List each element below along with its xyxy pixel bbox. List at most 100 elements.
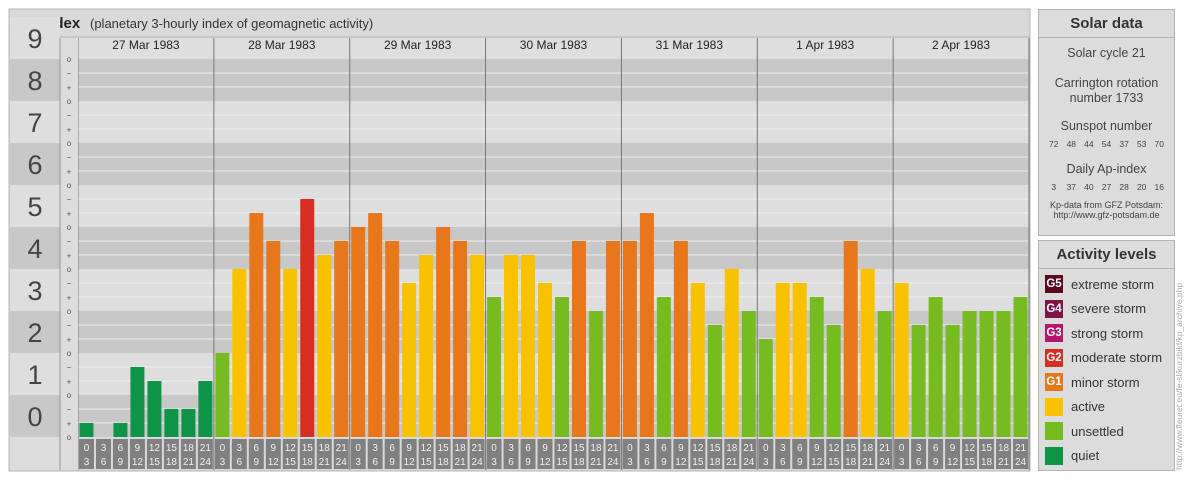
interval-end-label: 12 [539, 457, 551, 468]
interval-box [384, 439, 400, 469]
kp-bar [911, 324, 926, 437]
interval-start-label: 3 [101, 443, 107, 454]
kp-bar [979, 311, 994, 437]
interval-end-label: 6 [780, 457, 786, 468]
kp-band [78, 101, 1029, 143]
y-tick-label: 7 [27, 108, 42, 138]
solar-value: 53 [1136, 139, 1147, 149]
interval-box [843, 439, 859, 469]
solar-value: 3 [1051, 182, 1057, 192]
interval-box [707, 439, 723, 469]
kp-bar [538, 282, 552, 437]
source-line-1: Kp-data from GFZ Potsdam: [1049, 200, 1164, 210]
y-sub-tick: + [67, 419, 72, 428]
interval-start-label: 15 [573, 443, 585, 454]
solar-value: 72 [1048, 139, 1059, 149]
activity-level-label: severe storm [1071, 301, 1147, 316]
y-tick-label: 1 [27, 360, 42, 390]
interval-box [673, 439, 689, 469]
interval-end-label: 21 [455, 457, 467, 468]
kp-bar [351, 227, 366, 437]
kp-bar [521, 255, 536, 437]
kp-bar [826, 324, 841, 437]
kp-bar [996, 311, 1011, 437]
kp-bar [232, 269, 247, 437]
y-sub-tick: o [67, 265, 72, 274]
kp-bars [79, 198, 1028, 437]
watermark: http://www.fleuret.eu/fe-sl/kurzbild/kp_… [1174, 282, 1184, 470]
day-header-label: 2 Apr 1983 [932, 38, 990, 52]
y-sub-tick: o [67, 223, 72, 232]
activity-level-item: active [1045, 397, 1105, 417]
kp-bar [334, 240, 349, 437]
solar-value: 37 [1066, 182, 1077, 192]
carrington-line-1: Carrington rotation [1054, 76, 1159, 90]
solar-value: 20 [1136, 182, 1147, 192]
activity-level-label: active [1071, 399, 1105, 414]
kp-bar [758, 339, 773, 437]
source-link[interactable]: http://www.gfz-potsdam.de [1053, 210, 1160, 220]
kp-bar [860, 269, 875, 437]
interval-box [860, 439, 876, 469]
kp-bar [79, 423, 94, 437]
interval-box [605, 439, 621, 469]
day-header-label: 27 Mar 1983 [112, 38, 180, 52]
interval-end-label: 15 [285, 457, 297, 468]
interval-box [809, 439, 825, 469]
interval-end-label: 12 [132, 457, 144, 468]
interval-box [571, 439, 587, 469]
kp-bar [843, 240, 858, 437]
kp-bar [487, 297, 502, 437]
y-sub-tick: o [67, 307, 72, 316]
kp-bar [1013, 297, 1028, 437]
interval-end-label: 9 [933, 457, 939, 468]
interval-box [588, 439, 604, 469]
interval-start-label: 21 [607, 443, 619, 454]
y-sub-tick: + [67, 293, 72, 302]
interval-end-label: 24 [200, 457, 212, 468]
interval-end-label: 9 [661, 457, 667, 468]
activity-level-label: moderate storm [1071, 350, 1163, 365]
interval-box [197, 439, 213, 469]
interval-end-label: 21 [590, 457, 602, 468]
interval-box [282, 439, 298, 469]
y-tick-label: 9 [27, 24, 42, 54]
interval-box [469, 439, 485, 469]
interval-start-label: 0 [355, 443, 361, 454]
solar-data-title: Solar data [1039, 10, 1174, 38]
activity-level-label: strong storm [1071, 325, 1144, 341]
interval-end-label: 18 [709, 457, 721, 468]
interval-end-label: 24 [743, 457, 755, 468]
interval-start-label: 0 [763, 443, 769, 454]
y-axis-band [10, 17, 60, 59]
interval-start-label: 21 [200, 443, 212, 454]
y-sub-tick: − [67, 111, 72, 120]
activity-level-label: quiet [1071, 448, 1100, 463]
interval-end-label: 24 [1015, 457, 1027, 468]
interval-end-label: 15 [149, 457, 161, 468]
interval-start-label: 12 [421, 443, 433, 454]
interval-start-label: 18 [590, 443, 602, 454]
interval-end-label: 3 [84, 457, 90, 468]
ap-title: Daily Ap-index [1066, 162, 1147, 176]
kp-bar [130, 366, 145, 437]
kp-bar [792, 282, 807, 437]
solar-value: 48 [1066, 139, 1077, 149]
interval-box [79, 439, 94, 469]
activity-level-swatch: G5 [1045, 275, 1063, 293]
interval-box [520, 439, 536, 469]
interval-end-label: 3 [899, 457, 905, 468]
kp-bar [639, 213, 654, 437]
interval-start-label: 9 [542, 443, 548, 454]
interval-end-label: 21 [183, 457, 195, 468]
activity-level-swatch: G1 [1045, 373, 1063, 391]
interval-box [452, 439, 468, 469]
interval-box [979, 439, 995, 469]
interval-box [996, 439, 1012, 469]
interval-end-label: 18 [845, 457, 857, 468]
kp-bar [809, 297, 824, 437]
interval-start-label: 0 [627, 443, 633, 454]
kp-bar [877, 311, 892, 437]
activity-level-swatch [1045, 446, 1063, 465]
kp-bar [300, 198, 315, 437]
